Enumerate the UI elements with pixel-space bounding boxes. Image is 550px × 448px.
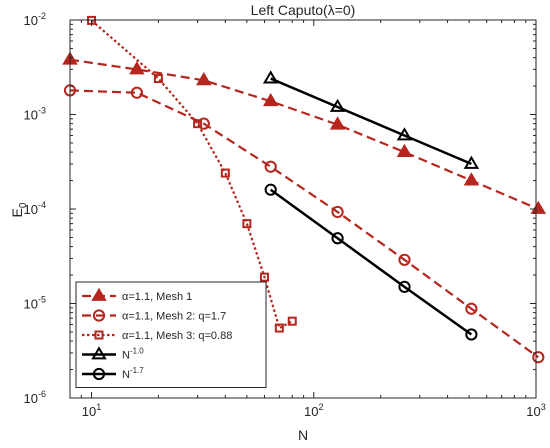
x-tick-label-exp: 2 <box>318 402 323 412</box>
series-4-point <box>262 70 279 84</box>
legend-label-prefix: α <box>122 330 129 342</box>
legend-marker <box>94 330 104 340</box>
series-2-point <box>264 160 277 173</box>
y-tick-label-exp: -4 <box>38 200 46 210</box>
x-tick-label-exp: 1 <box>96 402 101 412</box>
legend-marker <box>91 287 107 301</box>
legend: α=1.1, Mesh 1α=1.1, Mesh 2: q=1.7α=1.1, … <box>75 281 267 388</box>
series-2-point <box>465 302 478 315</box>
y-tick-label-base: 10 <box>24 391 38 406</box>
series-1-point <box>396 143 413 158</box>
series-3-point <box>193 119 203 129</box>
y-axis-label: E0 <box>9 202 29 217</box>
series-2-point <box>130 86 143 99</box>
legend-label: N-1.7 <box>122 366 144 381</box>
y-tick-label-base: 10 <box>24 202 38 217</box>
series-5-line <box>269 188 473 336</box>
series-5-point <box>331 232 344 245</box>
legend-label: α=1.1, Mesh 3: q=0.88 <box>122 330 232 342</box>
legend-label: α=1.1, Mesh 1 <box>122 291 192 303</box>
series-1-point <box>463 172 480 186</box>
x-tick-label-base: 10 <box>526 404 540 419</box>
chart-title: Left Caputo(λ=0) <box>251 2 356 18</box>
series-3-point <box>242 219 252 229</box>
series-3-point <box>220 168 230 178</box>
series-2-point <box>331 205 344 219</box>
legend-entry-3: α=1.1, Mesh 3: q=0.88 <box>82 330 232 342</box>
series-3-point <box>274 323 284 333</box>
series-1-point <box>196 72 212 86</box>
series-1 <box>62 51 547 214</box>
y-tick-label: 10-4 <box>24 200 46 217</box>
legend-marker <box>92 309 106 322</box>
legend-marker <box>91 346 107 360</box>
series-5-point <box>264 183 277 196</box>
series-4 <box>262 70 480 169</box>
series-3-point <box>259 272 269 282</box>
x-tick-label: 102 <box>304 402 323 419</box>
series-1-point <box>530 200 547 214</box>
legend-label-rest: =1.1, Mesh 2: q=1.7 <box>128 311 226 323</box>
series-3-line <box>90 19 293 330</box>
series-1-line <box>69 58 539 211</box>
series-3-point <box>287 316 297 326</box>
series-3 <box>87 15 297 333</box>
y-axis-label-main: E <box>9 208 25 217</box>
y-tick-label: 10-3 <box>24 106 46 123</box>
legend-entry-1: α=1.1, Mesh 1 <box>82 287 192 303</box>
plot-frame <box>69 19 537 399</box>
series-1-point <box>129 61 145 75</box>
y-tick-label-base: 10 <box>24 13 38 28</box>
y-tick-label: 10-5 <box>24 295 46 312</box>
y-tick-label: 10-2 <box>24 11 46 28</box>
series-2-line <box>69 89 539 359</box>
legend-label-rest: =1.1, Mesh 1 <box>128 291 192 303</box>
legend-label-sup: -1.7 <box>130 366 144 375</box>
series-4-point <box>396 127 413 141</box>
series-2-point <box>398 253 411 266</box>
x-tick-label: 103 <box>526 402 545 419</box>
series-2-point <box>197 117 210 130</box>
legend-entry-5: N-1.7 <box>82 366 144 381</box>
series-4-point <box>329 98 346 112</box>
y-tick-label-exp: -3 <box>38 106 46 116</box>
series-1-point <box>329 116 346 130</box>
y-tick-label-exp: -5 <box>38 295 46 305</box>
y-tick-label-exp: -6 <box>38 389 46 399</box>
series-3-point <box>153 74 163 84</box>
series-5-point <box>398 280 411 293</box>
y-tick-label: 10-6 <box>24 389 46 406</box>
y-axis-label-sub: 0 <box>18 202 29 208</box>
series-5-point <box>465 328 478 341</box>
legend-label-rest: =1.1, Mesh 3: q=0.88 <box>128 330 232 342</box>
x-tick-label-exp: 3 <box>541 402 546 412</box>
x-tick-label: 101 <box>82 402 101 419</box>
x-tick-label-base: 10 <box>82 404 96 419</box>
legend-label: α=1.1, Mesh 2: q=1.7 <box>122 311 226 323</box>
series-5 <box>264 183 478 341</box>
legend-label-prefix: α <box>122 291 129 303</box>
legend-marker <box>92 367 106 381</box>
series-2-point <box>532 351 545 364</box>
y-tick-label-exp: -2 <box>38 11 46 21</box>
legend-entry-2: α=1.1, Mesh 2: q=1.7 <box>82 309 226 323</box>
legend-entry-4: N-1.0 <box>82 346 144 362</box>
legend-label-prefix: N <box>122 369 130 381</box>
legend-label: N-1.0 <box>122 347 144 362</box>
legend-label-prefix: N <box>122 350 130 362</box>
series-layer <box>62 15 547 364</box>
x-tick-label-base: 10 <box>304 404 318 419</box>
legend-label-prefix: α <box>122 311 129 323</box>
series-1-point <box>262 93 279 107</box>
x-axis-label: N <box>298 427 308 443</box>
series-4-point <box>463 155 480 169</box>
y-tick-label-base: 10 <box>24 297 38 312</box>
y-tick-label-base: 10 <box>24 108 38 123</box>
series-4-line <box>270 77 472 166</box>
legend-label-sup: -1.0 <box>130 347 144 356</box>
